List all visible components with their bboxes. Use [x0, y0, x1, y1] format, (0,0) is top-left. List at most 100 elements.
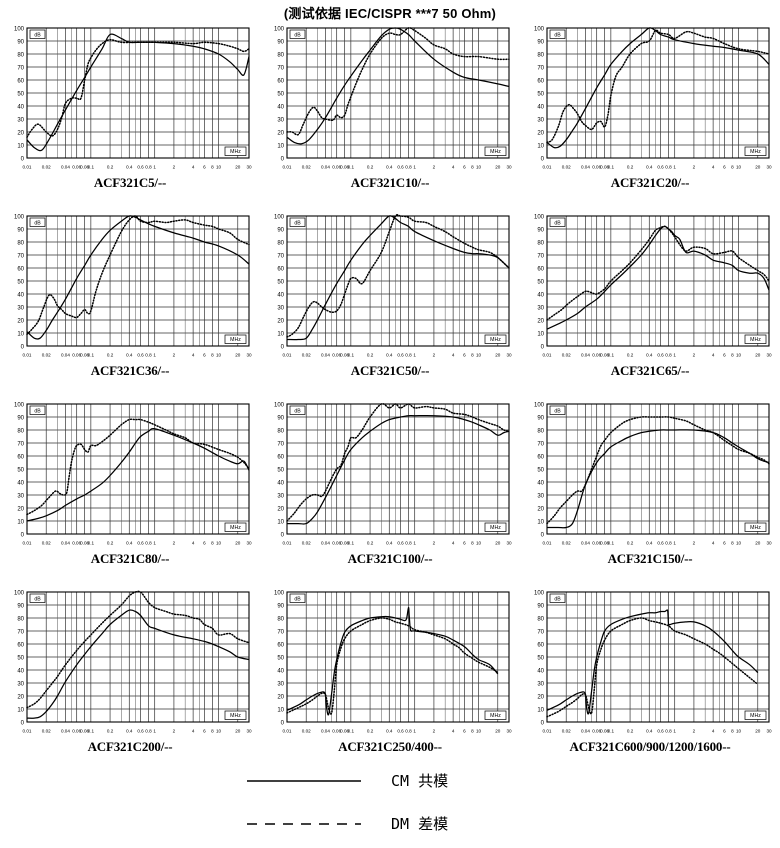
- chart-title: ACF321C250/400--: [338, 739, 442, 754]
- chart-cell: 0 10 20 30 40 50 60 70 80 90 100 0.01 0.02 0.04 0.06 0.…: [0, 398, 260, 586]
- svg-text:2: 2: [693, 353, 696, 358]
- svg-text:90: 90: [17, 228, 24, 234]
- svg-text:dB: dB: [294, 596, 301, 602]
- svg-text:4: 4: [452, 541, 455, 546]
- svg-text:20: 20: [277, 319, 284, 325]
- svg-text:1: 1: [153, 541, 156, 546]
- svg-text:0.06: 0.06: [592, 353, 601, 358]
- svg-text:2: 2: [433, 729, 436, 734]
- svg-text:30: 30: [766, 353, 772, 358]
- svg-text:0.1: 0.1: [608, 165, 615, 170]
- svg-text:0.02: 0.02: [562, 165, 571, 170]
- svg-text:0.1: 0.1: [348, 353, 355, 358]
- svg-text:6: 6: [203, 541, 206, 546]
- svg-text:10: 10: [537, 708, 544, 714]
- chart-cell: 0 10 20 30 40 50 60 70 80 90 100 0.01 0.02 0.04 0.06 0.…: [520, 22, 780, 210]
- svg-text:0.8: 0.8: [405, 353, 412, 358]
- svg-text:90: 90: [277, 416, 284, 422]
- chart-plot: 0 10 20 30 40 50 60 70 80 90 100 0.01 0.02 0.04 0.06 0.…: [525, 210, 775, 362]
- svg-text:20: 20: [755, 353, 761, 358]
- svg-text:4: 4: [712, 165, 715, 170]
- svg-text:6: 6: [723, 165, 726, 170]
- svg-text:20: 20: [277, 131, 284, 137]
- svg-text:dB: dB: [294, 32, 301, 38]
- svg-text:60: 60: [277, 79, 284, 85]
- chart-cell: 0 10 20 30 40 50 60 70 80 90 100 0.01 0.02 0.04 0.06 0.…: [0, 22, 260, 210]
- svg-text:80: 80: [537, 241, 544, 247]
- cm-curve: [286, 606, 499, 716]
- svg-text:2: 2: [173, 729, 176, 734]
- svg-text:20: 20: [277, 507, 284, 513]
- svg-text:30: 30: [277, 494, 284, 500]
- svg-text:100: 100: [274, 215, 285, 221]
- svg-text:20: 20: [495, 729, 501, 734]
- dashed-line-sample: [247, 822, 361, 825]
- dm-curve: [26, 38, 250, 138]
- svg-text:1: 1: [413, 541, 416, 546]
- svg-text:0.04: 0.04: [581, 353, 590, 358]
- svg-text:80: 80: [537, 429, 544, 435]
- svg-text:10: 10: [17, 708, 24, 714]
- svg-text:10: 10: [537, 144, 544, 150]
- svg-text:0.04: 0.04: [321, 541, 330, 546]
- chart-plot: 0 10 20 30 40 50 60 70 80 90 100 0.01 0.02 0.04 0.06 0.…: [525, 586, 775, 738]
- svg-text:50: 50: [537, 92, 544, 98]
- svg-text:6: 6: [203, 165, 206, 170]
- svg-text:80: 80: [17, 429, 24, 435]
- svg-text:0.06: 0.06: [72, 165, 81, 170]
- chart-plot: 0 10 20 30 40 50 60 70 80 90 100 0.01 0.02 0.04 0.06 0.…: [525, 22, 775, 174]
- svg-text:90: 90: [17, 604, 24, 610]
- svg-text:90: 90: [17, 40, 24, 46]
- svg-text:20: 20: [17, 695, 24, 701]
- svg-text:10: 10: [736, 353, 742, 358]
- svg-text:0.06: 0.06: [72, 353, 81, 358]
- svg-text:30: 30: [537, 682, 544, 688]
- svg-text:0.01: 0.01: [283, 729, 292, 734]
- svg-text:60: 60: [277, 455, 284, 461]
- svg-text:10: 10: [216, 165, 222, 170]
- svg-text:0.04: 0.04: [61, 165, 70, 170]
- svg-text:20: 20: [17, 319, 24, 325]
- svg-text:0.8: 0.8: [665, 541, 672, 546]
- svg-text:0.4: 0.4: [646, 353, 653, 358]
- svg-text:40: 40: [537, 293, 544, 299]
- svg-text:0.02: 0.02: [42, 353, 51, 358]
- svg-text:0.2: 0.2: [367, 729, 374, 734]
- svg-text:30: 30: [537, 494, 544, 500]
- svg-text:30: 30: [277, 118, 284, 124]
- svg-text:0.04: 0.04: [581, 165, 590, 170]
- chart-title: ACF321C5/--: [93, 175, 167, 190]
- svg-text:0.1: 0.1: [348, 729, 355, 734]
- svg-text:10: 10: [277, 332, 284, 338]
- svg-text:20: 20: [755, 541, 761, 546]
- svg-text:0.02: 0.02: [562, 353, 571, 358]
- svg-text:20: 20: [755, 165, 761, 170]
- svg-text:100: 100: [14, 591, 25, 597]
- svg-text:4: 4: [192, 165, 195, 170]
- svg-text:2: 2: [433, 353, 436, 358]
- chart-title: ACF321C600/900/1200/1600--: [569, 739, 731, 754]
- svg-text:0.4: 0.4: [646, 541, 653, 546]
- svg-text:0.06: 0.06: [332, 541, 341, 546]
- svg-text:70: 70: [277, 254, 284, 260]
- svg-text:0.8: 0.8: [665, 729, 672, 734]
- svg-text:0.2: 0.2: [627, 353, 634, 358]
- svg-text:2: 2: [693, 165, 696, 170]
- svg-text:MHz: MHz: [490, 525, 501, 531]
- svg-text:70: 70: [537, 442, 544, 448]
- svg-text:0: 0: [541, 721, 545, 727]
- svg-text:8: 8: [731, 541, 734, 546]
- svg-text:20: 20: [537, 507, 544, 513]
- svg-text:8: 8: [211, 165, 214, 170]
- svg-text:0.2: 0.2: [367, 541, 374, 546]
- svg-text:dB: dB: [554, 220, 561, 226]
- svg-text:20: 20: [235, 729, 241, 734]
- svg-text:90: 90: [537, 604, 544, 610]
- svg-text:50: 50: [17, 656, 24, 662]
- svg-text:70: 70: [537, 66, 544, 72]
- svg-text:0.06: 0.06: [332, 729, 341, 734]
- svg-text:90: 90: [537, 228, 544, 234]
- legend: CM 共模 DM 差模: [0, 770, 780, 834]
- svg-text:dB: dB: [554, 596, 561, 602]
- svg-text:0.01: 0.01: [283, 541, 292, 546]
